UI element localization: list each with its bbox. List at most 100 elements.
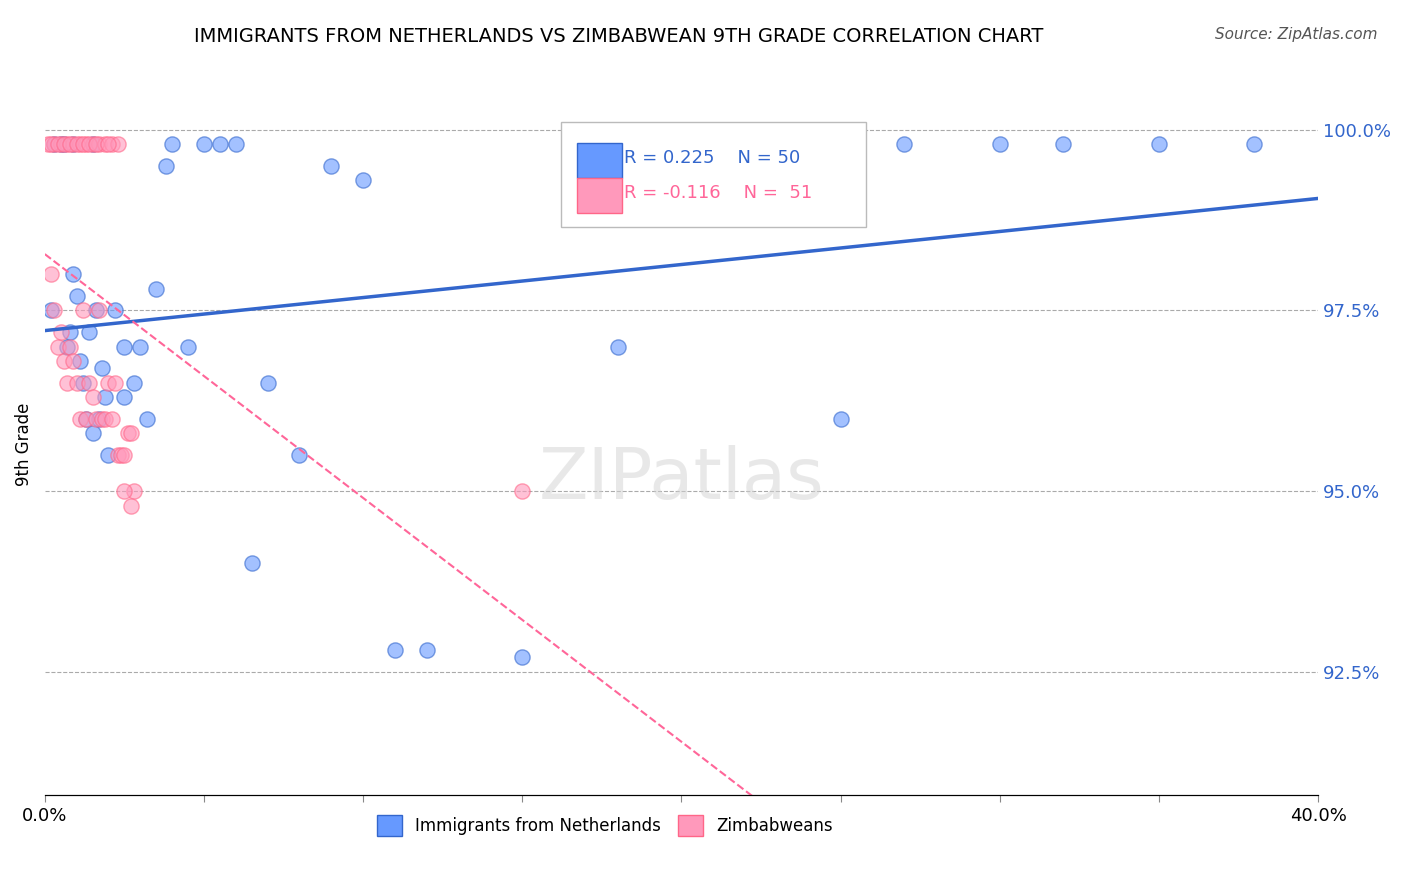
Immigrants from Netherlands [1147,137,1170,152]
Immigrants from Netherlands [288,448,311,462]
Zimbabweans [120,426,142,441]
Zimbabweans [49,137,72,152]
Immigrants from Netherlands [606,340,628,354]
Immigrants from Netherlands [208,137,231,152]
Zimbabweans [52,354,75,368]
Zimbabweans [82,137,104,152]
Zimbabweans [72,303,94,318]
Immigrants from Netherlands [69,354,91,368]
Immigrants from Netherlands [49,137,72,152]
Immigrants from Netherlands [510,650,533,665]
Immigrants from Netherlands [1052,137,1074,152]
Zimbabweans [120,499,142,513]
Immigrants from Netherlands [256,376,278,390]
Immigrants from Netherlands [830,412,852,426]
Zimbabweans [94,412,117,426]
Zimbabweans [59,340,82,354]
Zimbabweans [75,137,97,152]
Immigrants from Netherlands [87,412,110,426]
Zimbabweans [46,137,69,152]
Zimbabweans [66,376,89,390]
Immigrants from Netherlands [416,643,439,657]
Text: Source: ZipAtlas.com: Source: ZipAtlas.com [1215,27,1378,42]
Immigrants from Netherlands [122,376,145,390]
Immigrants from Netherlands [62,268,84,282]
Immigrants from Netherlands [352,173,374,187]
FancyBboxPatch shape [576,178,621,213]
Immigrants from Netherlands [84,303,107,318]
Zimbabweans [62,354,84,368]
Zimbabweans [100,137,122,152]
Zimbabweans [94,137,117,152]
Zimbabweans [110,448,132,462]
Zimbabweans [44,303,66,318]
Zimbabweans [117,426,139,441]
Zimbabweans [46,340,69,354]
Zimbabweans [52,137,75,152]
Zimbabweans [56,376,79,390]
Zimbabweans [72,137,94,152]
Text: R = 0.225    N = 50: R = 0.225 N = 50 [624,149,800,167]
Legend: Immigrants from Netherlands, Zimbabweans: Immigrants from Netherlands, Zimbabweans [371,809,839,842]
Immigrants from Netherlands [177,340,200,354]
Zimbabweans [84,412,107,426]
Zimbabweans [39,137,62,152]
Immigrants from Netherlands [62,137,84,152]
Zimbabweans [91,412,114,426]
Immigrants from Netherlands [129,340,152,354]
Immigrants from Netherlands [97,448,120,462]
Immigrants from Netherlands [94,390,117,404]
Zimbabweans [69,137,91,152]
Zimbabweans [66,137,89,152]
Immigrants from Netherlands [72,376,94,390]
Zimbabweans [100,412,122,426]
Immigrants from Netherlands [671,137,693,152]
Immigrants from Netherlands [145,282,167,296]
Zimbabweans [39,268,62,282]
Zimbabweans [44,137,66,152]
Immigrants from Netherlands [56,340,79,354]
Zimbabweans [87,303,110,318]
Zimbabweans [79,137,101,152]
Zimbabweans [510,484,533,499]
Zimbabweans [37,137,59,152]
Text: R = -0.116    N =  51: R = -0.116 N = 51 [624,184,813,202]
Zimbabweans [56,137,79,152]
Zimbabweans [104,376,127,390]
Zimbabweans [82,390,104,404]
Immigrants from Netherlands [104,303,127,318]
Y-axis label: 9th Grade: 9th Grade [15,402,32,486]
Zimbabweans [49,325,72,339]
Text: IMMIGRANTS FROM NETHERLANDS VS ZIMBABWEAN 9TH GRADE CORRELATION CHART: IMMIGRANTS FROM NETHERLANDS VS ZIMBABWEA… [194,27,1043,45]
Immigrants from Netherlands [82,426,104,441]
FancyBboxPatch shape [576,143,621,178]
Immigrants from Netherlands [893,137,915,152]
Zimbabweans [62,137,84,152]
Zimbabweans [75,412,97,426]
Immigrants from Netherlands [321,159,343,173]
Zimbabweans [112,448,135,462]
Immigrants from Netherlands [79,325,101,339]
Immigrants from Netherlands [225,137,247,152]
Immigrants from Netherlands [66,289,89,303]
Zimbabweans [97,376,120,390]
Immigrants from Netherlands [734,137,756,152]
Immigrants from Netherlands [155,159,177,173]
Immigrants from Netherlands [75,412,97,426]
Immigrants from Netherlands [988,137,1011,152]
Immigrants from Netherlands [39,303,62,318]
Immigrants from Netherlands [135,412,157,426]
Text: ZIPatlas: ZIPatlas [538,445,824,514]
Immigrants from Netherlands [112,340,135,354]
Zimbabweans [107,448,129,462]
Immigrants from Netherlands [193,137,215,152]
Immigrants from Netherlands [44,137,66,152]
Immigrants from Netherlands [160,137,183,152]
Immigrants from Netherlands [112,390,135,404]
Zimbabweans [69,412,91,426]
Immigrants from Netherlands [82,137,104,152]
Immigrants from Netherlands [59,325,82,339]
Zimbabweans [122,484,145,499]
Zimbabweans [84,137,107,152]
Immigrants from Netherlands [91,361,114,376]
